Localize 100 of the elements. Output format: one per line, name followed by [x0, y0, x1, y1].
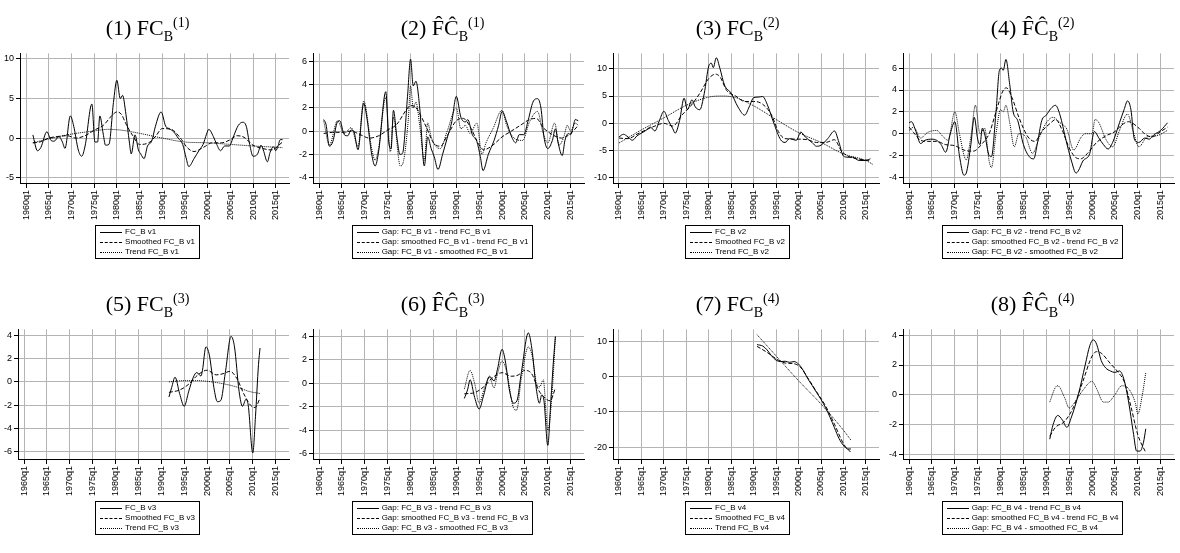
x-tick-label: 1980q1 — [995, 189, 1006, 221]
x-tick-label: 1970q1 — [658, 465, 669, 497]
x-tick-label: 1995q1 — [473, 465, 484, 497]
legend-label: Gap: smoothed FC_B v3 - trend FC_B v3 — [381, 513, 529, 523]
x-tick-label: 1970q1 — [359, 465, 370, 497]
x-tick-label: 1960q1 — [903, 465, 914, 497]
x-tick-label: 1995q1 — [1063, 189, 1074, 221]
y-tick-label: 0 — [601, 117, 608, 128]
x-tick-label: 1975q1 — [382, 189, 393, 221]
y-tick-label: -4 — [298, 424, 307, 435]
y-tick-label: 0 — [601, 370, 608, 381]
x-tick-label: 1980q1 — [703, 465, 714, 497]
legend-label: Smoothed FC_B v1 — [125, 237, 195, 247]
legend-label: Gap: smoothed FC_B v4 - trend FC_B v4 — [971, 513, 1119, 523]
x-tick-label: 1970q1 — [658, 189, 669, 221]
legend-label: Gap: FC_B v4 - trend FC_B v4 — [971, 503, 1081, 513]
y-tick-label: -10 — [593, 172, 608, 183]
legend-label: Trend FC_B v3 — [125, 523, 180, 533]
x-tick-label: 2000q1 — [1086, 189, 1097, 221]
legend-label: Trend FC_B v1 — [125, 247, 180, 257]
x-tick-label: 2015q1 — [270, 189, 281, 221]
x-tick-label: 1990q1 — [1040, 189, 1051, 221]
x-tick-label: 2000q1 — [496, 189, 507, 221]
y-tick-label: 4 — [301, 330, 307, 341]
legend-label: FC_B v4 — [715, 503, 747, 513]
y-tick-label: -5 — [598, 145, 608, 156]
x-tick-label: 1975q1 — [87, 465, 98, 497]
x-tick-label: 1985q1 — [1017, 465, 1028, 497]
x-tick-label: 1965q1 — [41, 465, 52, 497]
x-tick-label: 2005q1 — [519, 189, 530, 221]
y-tick-label: 4 — [891, 84, 897, 95]
legend-label: Gap: FC_B v3 - trend FC_B v3 — [381, 503, 491, 513]
legend-label: Gap: smoothed FC_B v2 - trend FC_B v2 — [971, 237, 1119, 247]
x-tick-label: 1960q1 — [903, 189, 914, 221]
y-tick-label: -2 — [3, 399, 12, 410]
y-tick-label: 10 — [4, 53, 15, 64]
legend-label: Smoothed FC_B v2 — [715, 237, 785, 247]
y-tick-label: 0 — [301, 125, 307, 136]
x-tick-label: 2005q1 — [815, 189, 826, 221]
x-tick-label: 1990q1 — [450, 189, 461, 221]
x-tick-label: 1995q1 — [770, 465, 781, 497]
legend-label: Gap: FC_B v1 - trend FC_B v1 — [381, 227, 491, 237]
x-tick-label: 1980q1 — [405, 465, 416, 497]
x-tick-label: 1980q1 — [110, 465, 121, 497]
x-tick-label: 2000q1 — [201, 465, 212, 497]
x-tick-label: 1970q1 — [64, 465, 75, 497]
x-tick-label: 1975q1 — [88, 189, 99, 221]
x-tick-label: 1985q1 — [132, 465, 143, 497]
legend-label: FC_B v3 — [125, 503, 157, 513]
x-tick-label: 2010q1 — [247, 465, 258, 497]
x-tick-label: 2015q1 — [565, 189, 576, 221]
x-tick-label: 1985q1 — [134, 189, 145, 221]
x-tick-label: 2010q1 — [542, 465, 553, 497]
x-tick-label: 2005q1 — [224, 189, 235, 221]
y-tick-label: 10 — [596, 63, 608, 74]
y-tick-label: 10 — [596, 335, 608, 346]
x-tick-label: 1965q1 — [635, 465, 646, 497]
x-tick-label: 1965q1 — [635, 189, 646, 221]
y-tick-label: -4 — [888, 171, 897, 182]
x-tick-label: 2015q1 — [860, 465, 871, 497]
legend-label: Gap: FC_B v4 - smoothed FC_B v4 — [971, 523, 1098, 533]
legend-label: Smoothed FC_B v4 — [715, 513, 785, 523]
x-tick-label: 1965q1 — [336, 465, 347, 497]
x-tick-label: 1990q1 — [156, 189, 167, 221]
legend-label: Smoothed FC_B v3 — [125, 513, 195, 523]
y-tick-label: 2 — [301, 354, 307, 365]
y-tick-label: -6 — [298, 448, 307, 459]
x-tick-label: 2010q1 — [1132, 189, 1143, 221]
x-tick-label: 2015q1 — [1155, 189, 1166, 221]
legend-label: Gap: FC_B v1 - smoothed FC_B v1 — [381, 247, 508, 257]
y-tick-label: -2 — [888, 150, 897, 161]
x-tick-label: 1995q1 — [178, 465, 189, 497]
x-tick-label: 1970q1 — [949, 189, 960, 221]
x-tick-label: 1990q1 — [155, 465, 166, 497]
y-tick-label: 4 — [301, 79, 307, 90]
x-tick-label: 1970q1 — [949, 465, 960, 497]
y-tick-label: -2 — [298, 148, 307, 159]
legend-label: Gap: FC_B v2 - smoothed FC_B v2 — [971, 247, 1098, 257]
x-tick-label: 1990q1 — [1040, 465, 1051, 497]
x-tick-label: 1960q1 — [313, 465, 324, 497]
x-tick-label: 1970q1 — [65, 189, 76, 221]
x-tick-label: 1965q1 — [43, 189, 54, 221]
y-tick-label: 0 — [891, 389, 897, 400]
x-tick-label: 1975q1 — [680, 189, 691, 221]
x-tick-label: 2000q1 — [793, 189, 804, 221]
y-tick-label: 2 — [891, 359, 897, 370]
x-tick-label: 1985q1 — [427, 189, 438, 221]
y-tick-label: -5 — [6, 172, 15, 183]
x-tick-label: 1980q1 — [405, 189, 416, 221]
legend-label: Gap: smoothed FC_B v1 - trend FC_B v1 — [381, 237, 529, 247]
x-tick-label: 2010q1 — [247, 189, 258, 221]
y-tick-label: 2 — [301, 102, 307, 113]
x-tick-label: 1995q1 — [473, 189, 484, 221]
x-tick-label: 1960q1 — [20, 189, 31, 221]
x-tick-label: 1965q1 — [336, 189, 347, 221]
x-tick-label: 1960q1 — [613, 189, 624, 221]
x-tick-label: 2005q1 — [1109, 189, 1120, 221]
x-tick-label: 2005q1 — [224, 465, 235, 497]
x-tick-label: 1990q1 — [748, 189, 759, 221]
x-tick-label: 2005q1 — [1109, 465, 1120, 497]
